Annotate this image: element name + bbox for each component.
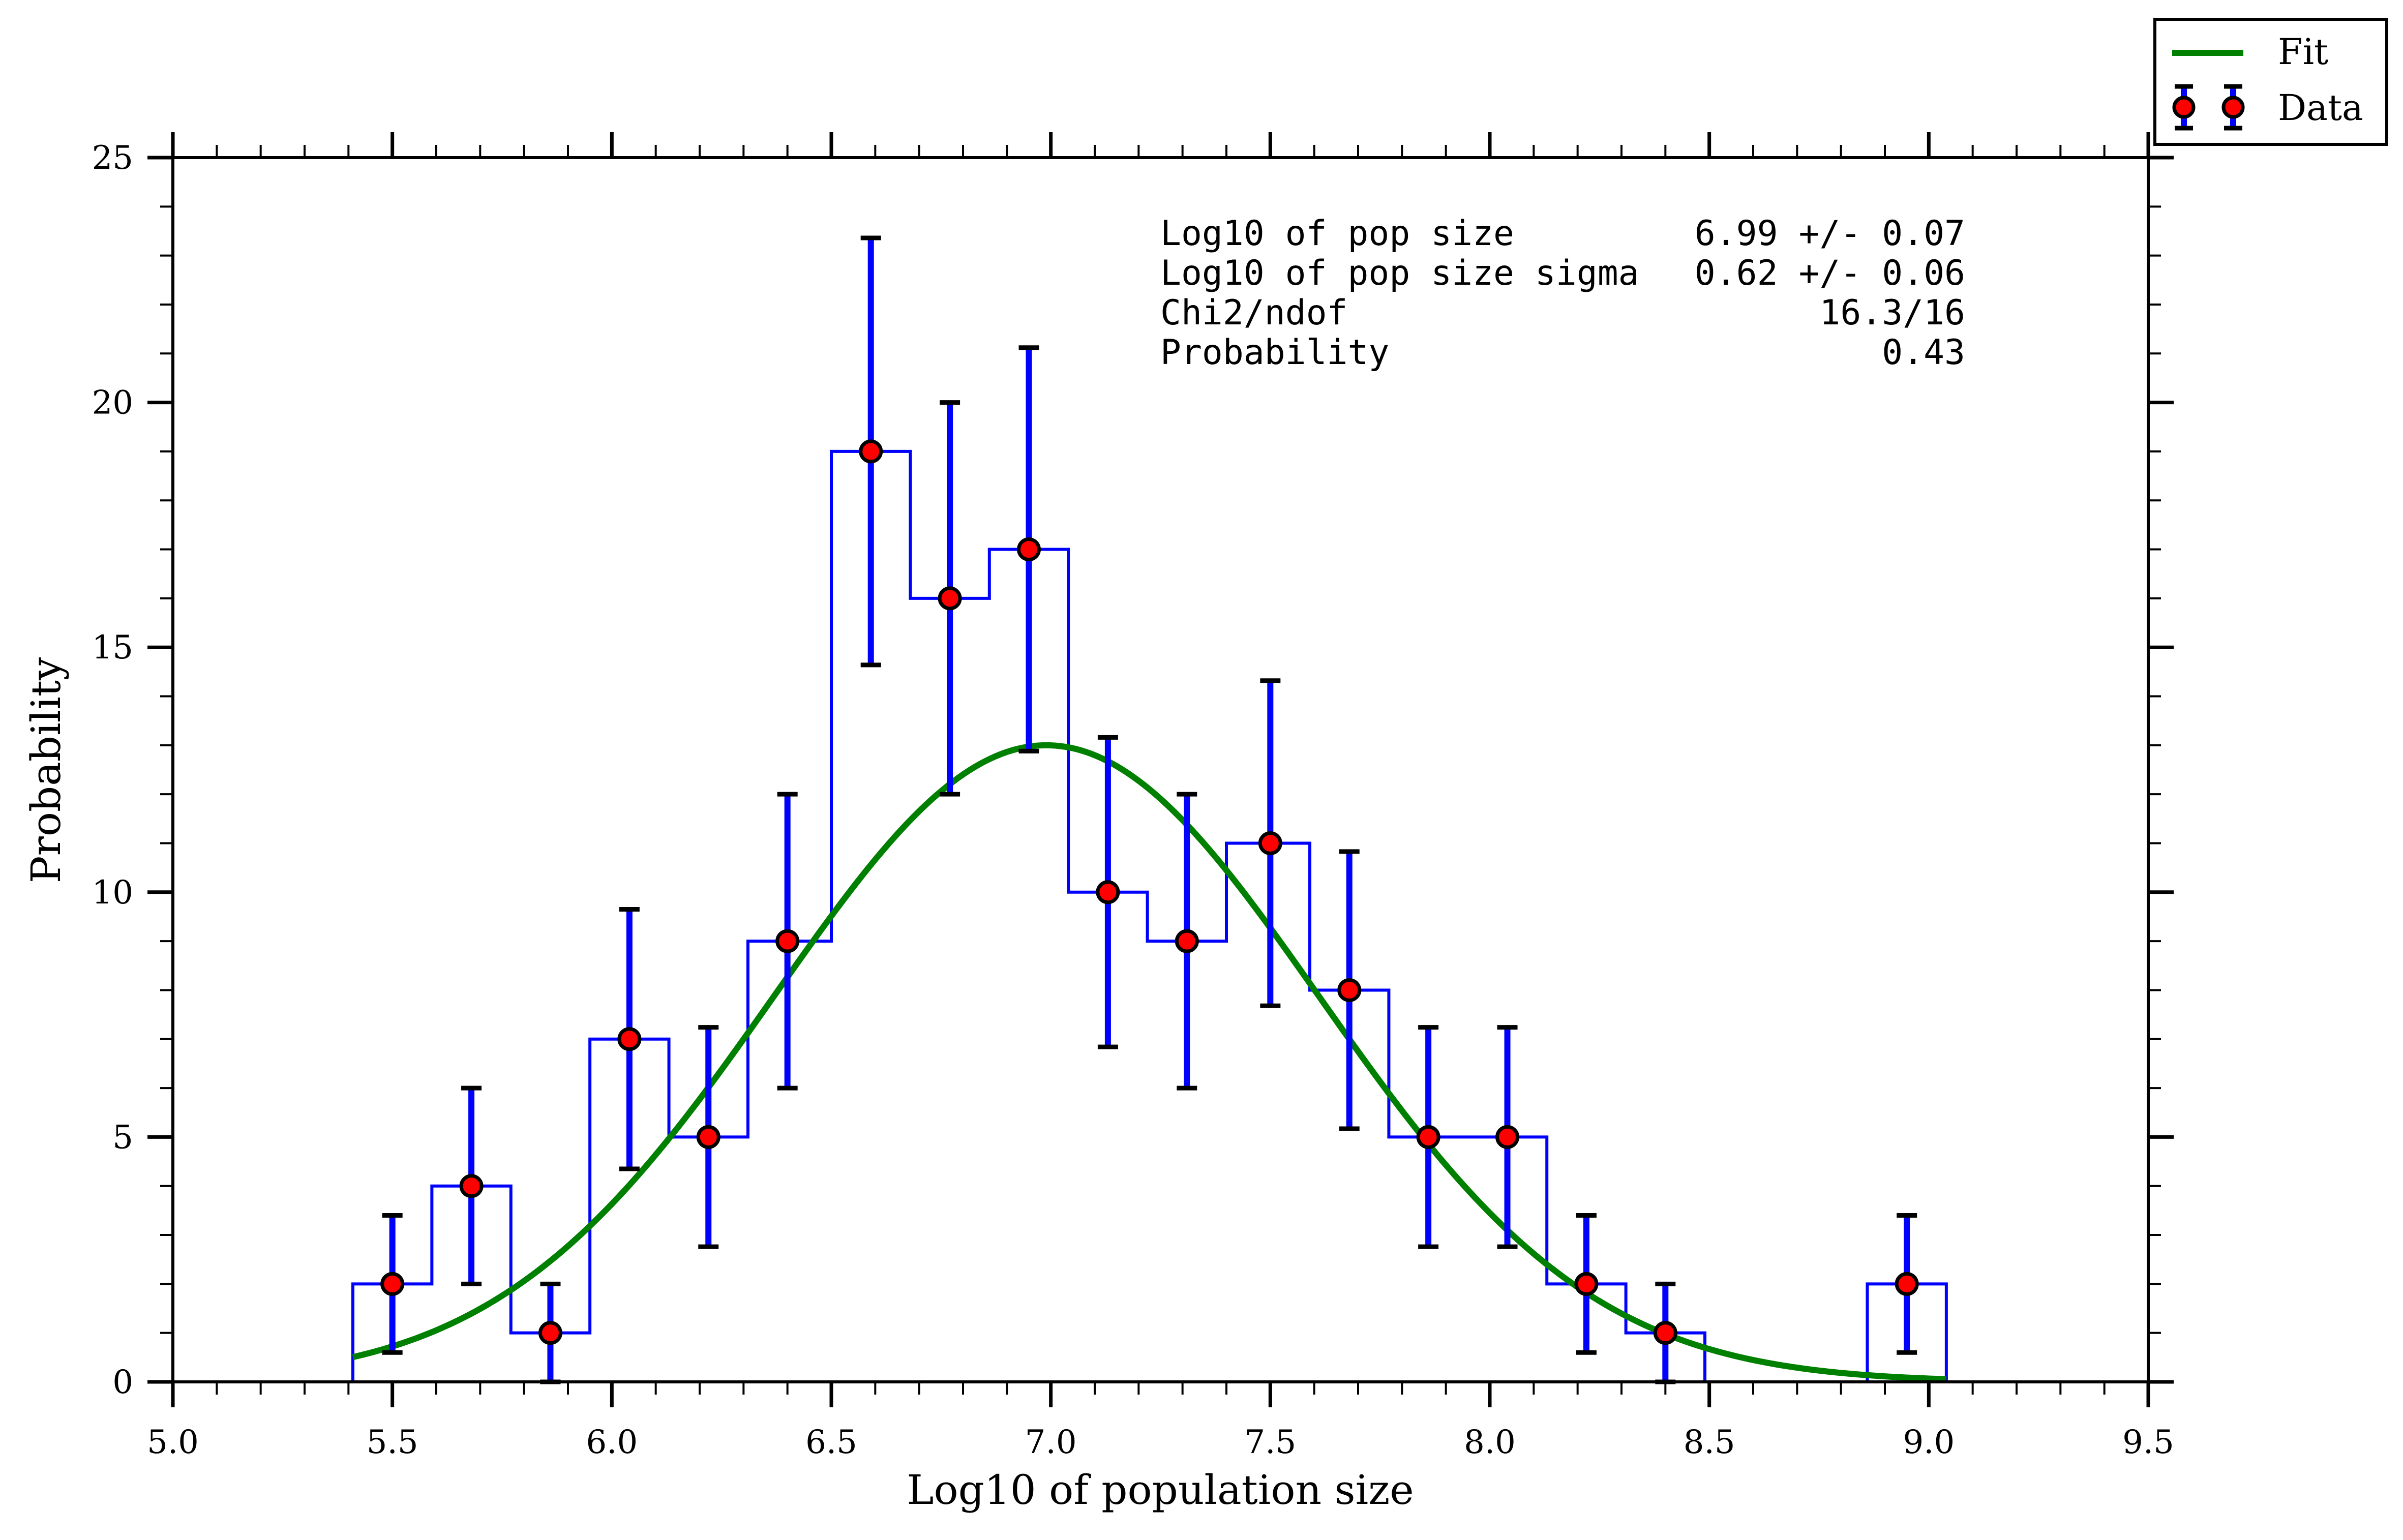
fit-result-value: 16.3/16 <box>1819 293 1965 333</box>
data-marker <box>1653 1321 1677 1345</box>
data-marker <box>1017 537 1041 562</box>
legend-entry-data: Data <box>2172 84 2363 131</box>
x-tick-label: 5.0 <box>147 1424 199 1461</box>
data-point-9 <box>1096 735 1120 1049</box>
legend-entry-fit: Fit <box>2172 31 2328 73</box>
fit-results-box: Log10 of pop size 6.99 +/- 0.07 Log10 of p… <box>1160 214 1965 373</box>
data-marker <box>459 1174 484 1198</box>
legend-box <box>2153 18 2388 146</box>
y-tick-label: 10 <box>92 874 133 912</box>
y-tick-label: 0 <box>112 1364 133 1401</box>
plot-area <box>351 235 1948 1384</box>
fit-result-label: Log10 of pop size sigma <box>1160 253 1639 293</box>
legend: Fit Data <box>2153 18 2388 146</box>
x-tick-label: 6.5 <box>805 1424 857 1461</box>
legend-data-marker <box>2221 96 2245 119</box>
data-point-14 <box>1495 1025 1520 1249</box>
data-point-8 <box>1017 345 1041 753</box>
data-point-3 <box>617 907 642 1171</box>
data-marker <box>938 586 962 611</box>
x-tick-label: 6.0 <box>586 1424 638 1461</box>
data-point-1 <box>459 1085 484 1286</box>
plot-frame <box>171 156 2150 1383</box>
x-tick-label: 5.5 <box>367 1424 418 1461</box>
fit-result-label: Probability <box>1160 333 1389 373</box>
data-marker <box>1495 1125 1520 1149</box>
data-point-5 <box>775 792 800 1091</box>
data-marker <box>1895 1272 1919 1296</box>
x-tick-label: 9.5 <box>2122 1424 2174 1461</box>
x-tick-label: 9.0 <box>1903 1424 1955 1461</box>
y-tick-label: 15 <box>92 629 133 667</box>
data-marker <box>1096 880 1120 904</box>
fit-result-value: 0.43 <box>1882 333 1965 373</box>
data-marker <box>859 439 883 464</box>
fit-result-value: 0.62 +/- 0.06 <box>1695 253 1965 293</box>
data-marker <box>1337 978 1362 1002</box>
data-marker <box>1175 929 1199 953</box>
data-marker <box>1416 1125 1440 1149</box>
y-axis-label: Probability <box>22 657 70 883</box>
y-tick-label: 20 <box>92 384 133 422</box>
axes: 5.0 5.5 6.0 6.5 7.0 7.5 8.0 8.5 9.0 9.5 0 5 10 15 20 25 <box>92 132 2174 1461</box>
x-tick-label: 8.0 <box>1464 1424 1516 1461</box>
data-marker <box>1258 831 1282 855</box>
data-point-13 <box>1416 1025 1440 1249</box>
y-tick-label: 5 <box>112 1119 133 1156</box>
data-point-15 <box>1574 1213 1599 1355</box>
data-point-4 <box>696 1025 720 1249</box>
legend-data-label: Data <box>2278 87 2363 129</box>
data-point-6 <box>859 235 883 668</box>
fit-curve <box>352 742 1947 1382</box>
data-point-7 <box>938 400 962 797</box>
x-axis-label: Log10 of population size <box>907 1466 1414 1514</box>
data-marker <box>380 1272 405 1296</box>
data-point-2 <box>538 1281 562 1384</box>
data-marker <box>617 1027 642 1051</box>
data-point-11 <box>1258 678 1282 1008</box>
data-marker <box>696 1125 720 1149</box>
data-marker <box>1574 1272 1599 1296</box>
y-tick-label: 25 <box>92 139 133 177</box>
data-point-17 <box>1895 1213 1919 1355</box>
x-tick-label: 7.0 <box>1025 1424 1077 1461</box>
fit-result-label: Chi2/ndof <box>1160 293 1347 333</box>
legend-data-marker <box>2172 96 2196 119</box>
fit-result-label: Log10 of pop size <box>1160 214 1514 254</box>
x-tick-label: 7.5 <box>1244 1424 1296 1461</box>
fit-result-value: 6.99 +/- 0.07 <box>1695 214 1965 254</box>
data-point-10 <box>1175 792 1199 1091</box>
data-marker <box>775 929 800 953</box>
data-point-0 <box>380 1213 405 1355</box>
x-tick-label: 8.5 <box>1684 1424 1735 1461</box>
data-point-12 <box>1337 849 1362 1131</box>
legend-fit-label: Fit <box>2278 31 2328 73</box>
data-marker <box>538 1321 562 1345</box>
